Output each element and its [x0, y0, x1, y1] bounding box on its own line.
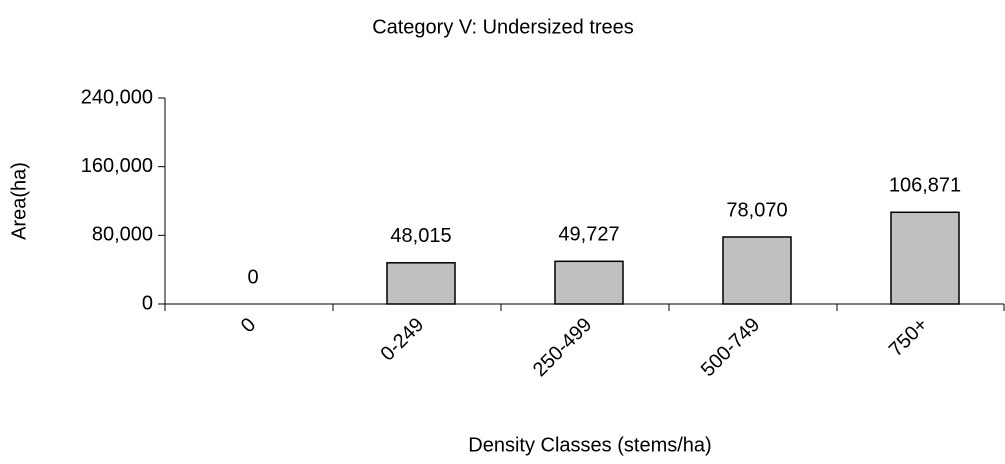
bar	[554, 260, 624, 305]
y-axis-label: Area(ha)	[8, 162, 30, 240]
value-label: 48,015	[390, 225, 451, 247]
value-label: 106,871	[889, 175, 961, 197]
x-tick-label: 500-749	[697, 314, 764, 381]
bar	[386, 262, 456, 305]
x-tick-label: 0-249	[377, 314, 429, 366]
value-label: 49,727	[558, 224, 619, 246]
bar	[722, 236, 792, 305]
x-tick-label: 250-499	[529, 314, 596, 381]
y-tick-label: 80,000	[92, 224, 153, 246]
x-tick-label: 0	[237, 314, 260, 337]
y-tick-label: 160,000	[81, 155, 153, 177]
bar	[890, 211, 960, 305]
value-label: 0	[247, 266, 258, 288]
chart-title: Category V: Undersized trees	[372, 16, 634, 38]
y-tick-label: 240,000	[81, 86, 153, 108]
value-label: 78,070	[726, 199, 787, 221]
x-tick-label: 750+	[885, 314, 932, 361]
y-tick-label: 0	[142, 292, 153, 314]
x-axis-label: Density Classes (stems/ha)	[468, 434, 711, 456]
